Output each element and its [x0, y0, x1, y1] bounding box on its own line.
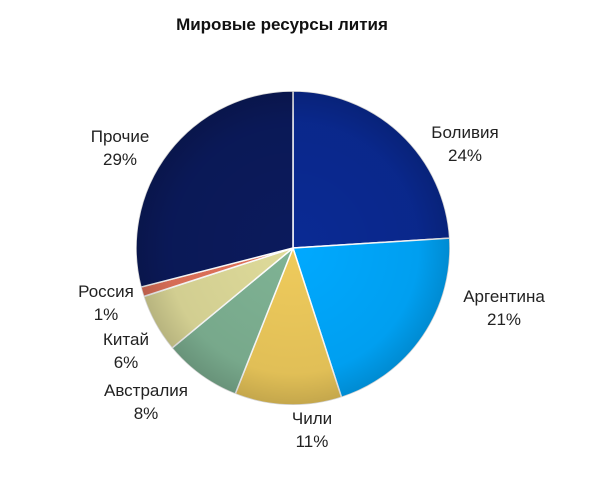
slice-percent-label: 29%: [103, 150, 137, 169]
slice-percent-label: 21%: [487, 310, 521, 329]
pie-slice-0: [292, 90, 451, 249]
slice-name-label: Прочие: [91, 127, 150, 146]
slice-percent-label: 6%: [114, 353, 139, 372]
slice-name-label: Чили: [292, 409, 332, 428]
slice-name-label: Китай: [103, 330, 149, 349]
slice-percent-label: 8%: [134, 404, 159, 423]
slice-percent-label: 11%: [296, 432, 329, 451]
chart-title: Мировые ресурсы лития: [176, 15, 388, 34]
pie-slices: [135, 90, 451, 406]
pie-labels: Боливия 24% Аргентина 21% Чили 11% Австралия 8%…: [78, 123, 545, 451]
slice-name-label: Австралия: [104, 381, 188, 400]
slice-name-label: Боливия: [431, 123, 498, 142]
slice-name-label: Россия: [78, 282, 134, 301]
slice-name-label: Аргентина: [463, 287, 545, 306]
slice-percent-label: 24%: [448, 146, 482, 165]
slice-percent-label: 1%: [94, 305, 119, 324]
